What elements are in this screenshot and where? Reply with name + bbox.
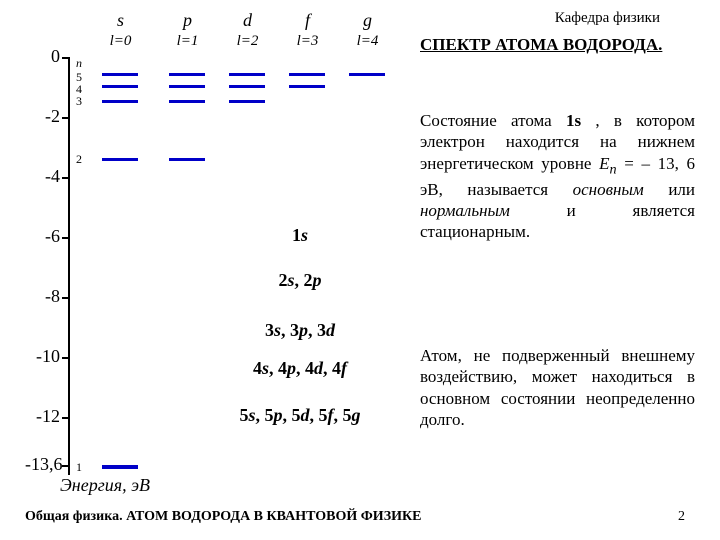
energy-axis-label: Энергия, эВ	[60, 475, 150, 496]
orbital-letter: s	[98, 10, 143, 31]
y-tick-mark	[62, 417, 68, 419]
page-title: СПЕКТР АТОМА ВОДОРОДА.	[420, 35, 662, 55]
energy-level-line	[169, 100, 205, 103]
energy-level-line	[289, 73, 325, 76]
orbital-letter: d	[225, 10, 270, 31]
y-tick-label: 0	[25, 46, 60, 67]
y-tick-label: -2	[25, 106, 60, 127]
energy-level-line	[102, 465, 138, 469]
page-number: 2	[678, 509, 685, 525]
y-tick-label: -4	[25, 166, 60, 187]
y-tick-mark	[62, 57, 68, 59]
state-config: 2s, 2p	[195, 270, 405, 291]
n-value: 2	[76, 152, 82, 167]
n-value: 3	[76, 94, 82, 109]
orbital-l-value: l=3	[285, 33, 330, 50]
n-header: n	[76, 56, 82, 71]
energy-level-line	[229, 73, 265, 76]
state-config: 5s, 5p, 5d, 5f, 5g	[195, 405, 405, 426]
y-tick-mark	[62, 357, 68, 359]
y-tick-mark	[62, 117, 68, 119]
department-label: Кафедра физики	[555, 10, 660, 27]
orbital-l-value: l=2	[225, 33, 270, 50]
y-tick-label: -13,6	[25, 454, 60, 475]
orbital-l-value: l=1	[165, 33, 210, 50]
energy-level-line	[102, 85, 138, 88]
y-tick-mark	[62, 297, 68, 299]
y-tick-label: -10	[25, 346, 60, 367]
orbital-l-value: l=0	[98, 33, 143, 50]
energy-level-line	[102, 100, 138, 103]
energy-level-line	[102, 158, 138, 161]
y-tick-label: -8	[25, 286, 60, 307]
paragraph-1: Состояние атома 1s , в котором электрон …	[420, 110, 695, 242]
energy-level-line	[169, 158, 205, 161]
energy-level-line	[169, 85, 205, 88]
energy-level-line	[169, 73, 205, 76]
orbital-letter: g	[345, 10, 390, 31]
energy-level-line	[289, 85, 325, 88]
orbital-letter: p	[165, 10, 210, 31]
orbital-l-value: l=4	[345, 33, 390, 50]
energy-level-line	[102, 73, 138, 76]
footer-text: Общая физика. АТОМ ВОДОРОДА В КВАНТОВОЙ …	[25, 509, 421, 525]
n-value: 1	[76, 460, 82, 475]
y-tick-mark	[62, 177, 68, 179]
state-config: 4s, 4p, 4d, 4f	[195, 358, 405, 379]
energy-level-line	[349, 73, 385, 76]
y-axis	[68, 57, 70, 475]
y-tick-label: -12	[25, 406, 60, 427]
orbital-letter: f	[285, 10, 330, 31]
state-config: 3s, 3p, 3d	[195, 320, 405, 341]
paragraph-2: Атом, не подверженный внешнему воздейств…	[420, 345, 695, 430]
y-tick-mark	[62, 465, 68, 467]
state-config: 1s	[195, 225, 405, 246]
y-tick-label: -6	[25, 226, 60, 247]
energy-level-line	[229, 100, 265, 103]
energy-level-line	[229, 85, 265, 88]
y-tick-mark	[62, 237, 68, 239]
